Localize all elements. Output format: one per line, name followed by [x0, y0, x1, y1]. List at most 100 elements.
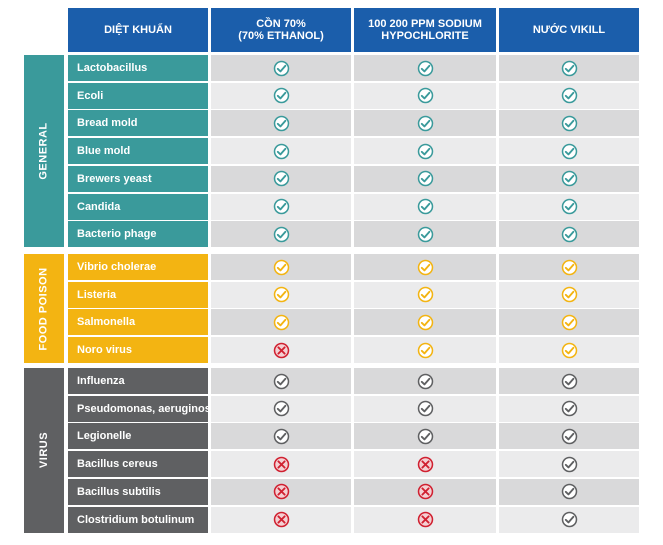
check-icon: [273, 373, 289, 389]
check-icon: [273, 400, 289, 417]
table-cell: [354, 110, 496, 137]
table-cell: [499, 478, 639, 505]
table-cell: [354, 138, 496, 165]
check-icon: [273, 428, 289, 445]
check-icon: [273, 87, 289, 104]
table-cell: [211, 221, 351, 248]
table-cell: [499, 110, 639, 137]
cross-icon: [273, 342, 289, 358]
table-cell: [354, 506, 496, 533]
table-cell: [499, 423, 639, 450]
table-cell: [211, 451, 351, 478]
check-icon: [417, 373, 433, 389]
check-icon: [561, 400, 577, 417]
table-cell: [211, 309, 351, 336]
check-icon: [417, 198, 433, 215]
group-label-food: FOOD POISON: [24, 254, 64, 364]
table-cell: [354, 368, 496, 394]
table-cell: [354, 193, 496, 220]
check-icon: [561, 198, 577, 215]
group-label-virus: VIRUS: [24, 368, 64, 533]
table-cell: [499, 165, 639, 192]
check-icon: [417, 60, 433, 76]
table-cell: [499, 368, 639, 394]
row-name: Candida: [68, 193, 208, 220]
check-icon: [561, 171, 577, 187]
table-cell: [354, 478, 496, 505]
table-cell: [499, 506, 639, 533]
table-cell: [354, 395, 496, 422]
table-cell: [499, 55, 639, 81]
check-icon: [561, 87, 577, 104]
row-name: Pseudomonas, aeruginosa: [68, 395, 208, 422]
table-cell: [211, 281, 351, 308]
check-icon: [273, 171, 289, 187]
check-icon: [561, 428, 577, 445]
check-icon: [417, 115, 433, 132]
row-name: Influenza: [68, 368, 208, 394]
row-name: Salmonella: [68, 309, 208, 336]
check-icon: [561, 373, 577, 389]
row-name: Bacterio phage: [68, 221, 208, 248]
table-cell: [499, 82, 639, 109]
table-cell: [354, 55, 496, 81]
check-icon: [561, 60, 577, 76]
table-cell: [211, 165, 351, 192]
header-sodium-hypochlorite: 100 200 PPM SODIUM HYPOCHLORITE: [354, 8, 496, 52]
group-label-text: FOOD POISON: [38, 266, 50, 351]
check-icon: [561, 342, 577, 358]
row-name: Ecoli: [68, 82, 208, 109]
cross-icon: [417, 456, 433, 472]
check-icon: [273, 143, 289, 159]
check-icon: [273, 198, 289, 215]
check-icon: [417, 314, 433, 331]
table-cell: [211, 337, 351, 364]
row-name: Clostridium botulinum: [68, 506, 208, 533]
table-cell: [354, 82, 496, 109]
cross-icon: [417, 484, 433, 500]
check-icon: [417, 286, 433, 303]
group-label-text: VIRUS: [38, 432, 50, 469]
check-icon: [561, 226, 577, 242]
row-name: Lactobacillus: [68, 55, 208, 81]
check-icon: [561, 456, 577, 472]
check-icon: [273, 259, 289, 275]
table-cell: [211, 193, 351, 220]
table-cell: [499, 221, 639, 248]
check-icon: [561, 286, 577, 303]
cross-icon: [273, 484, 289, 500]
table-cell: [499, 337, 639, 364]
header-bacteria: DIỆT KHUẨN: [68, 8, 208, 52]
table-cell: [499, 309, 639, 336]
cross-icon: [417, 511, 433, 528]
check-icon: [273, 226, 289, 242]
table-cell: [354, 254, 496, 280]
row-name: Bacillus subtilis: [68, 478, 208, 505]
check-icon: [561, 115, 577, 132]
row-name: Brewers yeast: [68, 165, 208, 192]
table-cell: [211, 55, 351, 81]
row-name: Noro virus: [68, 337, 208, 364]
group-label-general: GENERAL: [24, 55, 64, 248]
check-icon: [561, 314, 577, 331]
table-cell: [354, 281, 496, 308]
table-cell: [211, 423, 351, 450]
table-cell: [499, 254, 639, 280]
group-label-text: GENERAL: [38, 122, 50, 180]
table-cell: [211, 82, 351, 109]
check-icon: [273, 115, 289, 132]
check-icon: [417, 143, 433, 159]
check-icon: [561, 511, 577, 528]
table-cell: [354, 423, 496, 450]
table-cell: [499, 193, 639, 220]
table-cell: [354, 337, 496, 364]
table-cell: [211, 138, 351, 165]
table-cell: [499, 281, 639, 308]
cross-icon: [273, 511, 289, 528]
check-icon: [561, 143, 577, 159]
table-cell: [211, 254, 351, 280]
check-icon: [561, 259, 577, 275]
table-cell: [354, 221, 496, 248]
check-icon: [417, 87, 433, 104]
check-icon: [561, 484, 577, 500]
